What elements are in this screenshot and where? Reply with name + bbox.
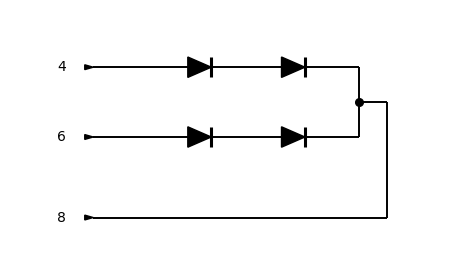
Polygon shape	[85, 215, 93, 220]
Polygon shape	[188, 57, 211, 78]
Text: 8: 8	[57, 210, 66, 224]
Polygon shape	[188, 127, 211, 147]
Polygon shape	[282, 57, 305, 78]
Polygon shape	[282, 127, 305, 147]
Text: 4: 4	[57, 60, 66, 74]
Polygon shape	[85, 135, 93, 139]
Polygon shape	[85, 65, 93, 70]
Text: 6: 6	[57, 130, 66, 144]
